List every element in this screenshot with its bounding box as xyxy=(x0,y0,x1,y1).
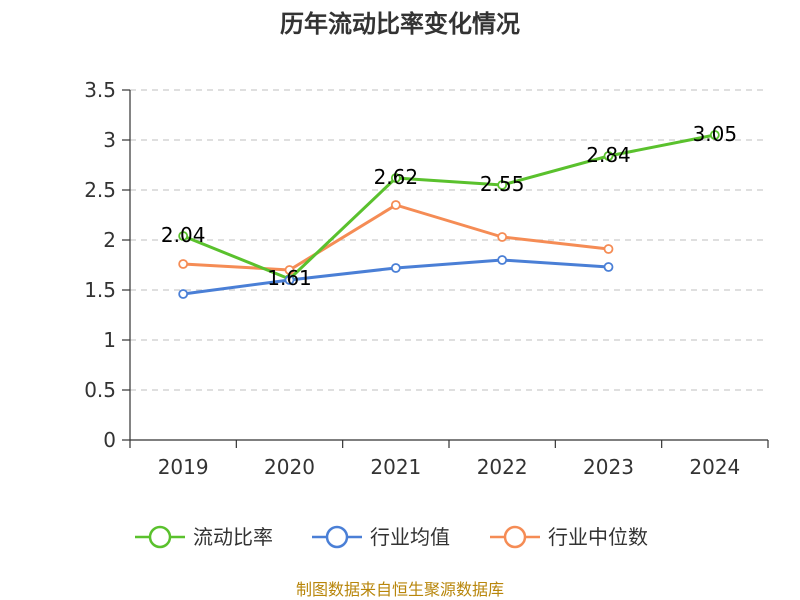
data-point xyxy=(284,275,295,285)
legend-item[interactable]: 流动比率 xyxy=(135,525,273,549)
source-note: 制图数据来自恒生聚源数据库 xyxy=(296,580,504,599)
x-tick-label: 2024 xyxy=(689,455,740,479)
data-point xyxy=(390,200,401,210)
data-label: 2.04 xyxy=(161,223,206,247)
legend-label: 行业均值 xyxy=(370,525,450,549)
data-point xyxy=(497,255,508,265)
y-tick-label: 0 xyxy=(103,428,116,452)
series-group xyxy=(178,130,720,299)
data-point xyxy=(390,173,401,183)
data-label: 2.84 xyxy=(586,143,631,167)
data-labels: 2.04 1.61 2.62 2.55 2.84 3.05 xyxy=(161,122,737,290)
series-line xyxy=(182,133,716,281)
data-point xyxy=(603,244,614,254)
data-point xyxy=(603,151,614,161)
legend-marker xyxy=(148,525,172,549)
y-tick-label: 0.5 xyxy=(84,378,116,402)
y-tick-label: 3.5 xyxy=(84,78,116,102)
data-point xyxy=(178,289,189,299)
data-point xyxy=(390,263,401,273)
y-tick-label: 2.5 xyxy=(84,178,116,202)
legend-label: 流动比率 xyxy=(193,525,273,549)
data-point xyxy=(178,231,189,241)
data-point xyxy=(497,180,508,190)
legend: 流动比率 行业均值 行业中位数 xyxy=(135,525,648,549)
legend-label: 行业中位数 xyxy=(548,525,648,549)
legend-marker xyxy=(325,525,349,549)
chart-title: 历年流动比率变化情况 xyxy=(280,10,520,38)
y-tick-label: 3 xyxy=(103,128,116,152)
data-point xyxy=(284,265,295,275)
legend-item[interactable]: 行业中位数 xyxy=(490,525,648,549)
x-tick-label: 2022 xyxy=(477,455,528,479)
grid-lines xyxy=(130,89,768,391)
x-tick-label: 2023 xyxy=(583,455,634,479)
x-tick-label: 2019 xyxy=(158,455,209,479)
legend-marker xyxy=(503,525,527,549)
data-label: 3.05 xyxy=(693,122,738,146)
data-point xyxy=(178,259,189,269)
data-point xyxy=(497,232,508,242)
data-label: 2.62 xyxy=(374,165,419,189)
axes: 0 0.5 1 1.5 2 2.5 3 3.5 2019 2020 2021 2022 2023 2024 xyxy=(84,78,769,479)
data-label: 1.61 xyxy=(267,266,312,290)
legend-item[interactable]: 行业均值 xyxy=(312,525,450,549)
data-label: 2.55 xyxy=(480,172,525,196)
y-tick-label: 2 xyxy=(103,228,116,252)
y-tick-label: 1.5 xyxy=(84,278,116,302)
x-tick-label: 2021 xyxy=(370,455,421,479)
y-tick-label: 1 xyxy=(103,328,116,352)
x-tick-label: 2020 xyxy=(264,455,315,479)
data-point xyxy=(603,262,614,272)
data-point xyxy=(709,130,720,140)
